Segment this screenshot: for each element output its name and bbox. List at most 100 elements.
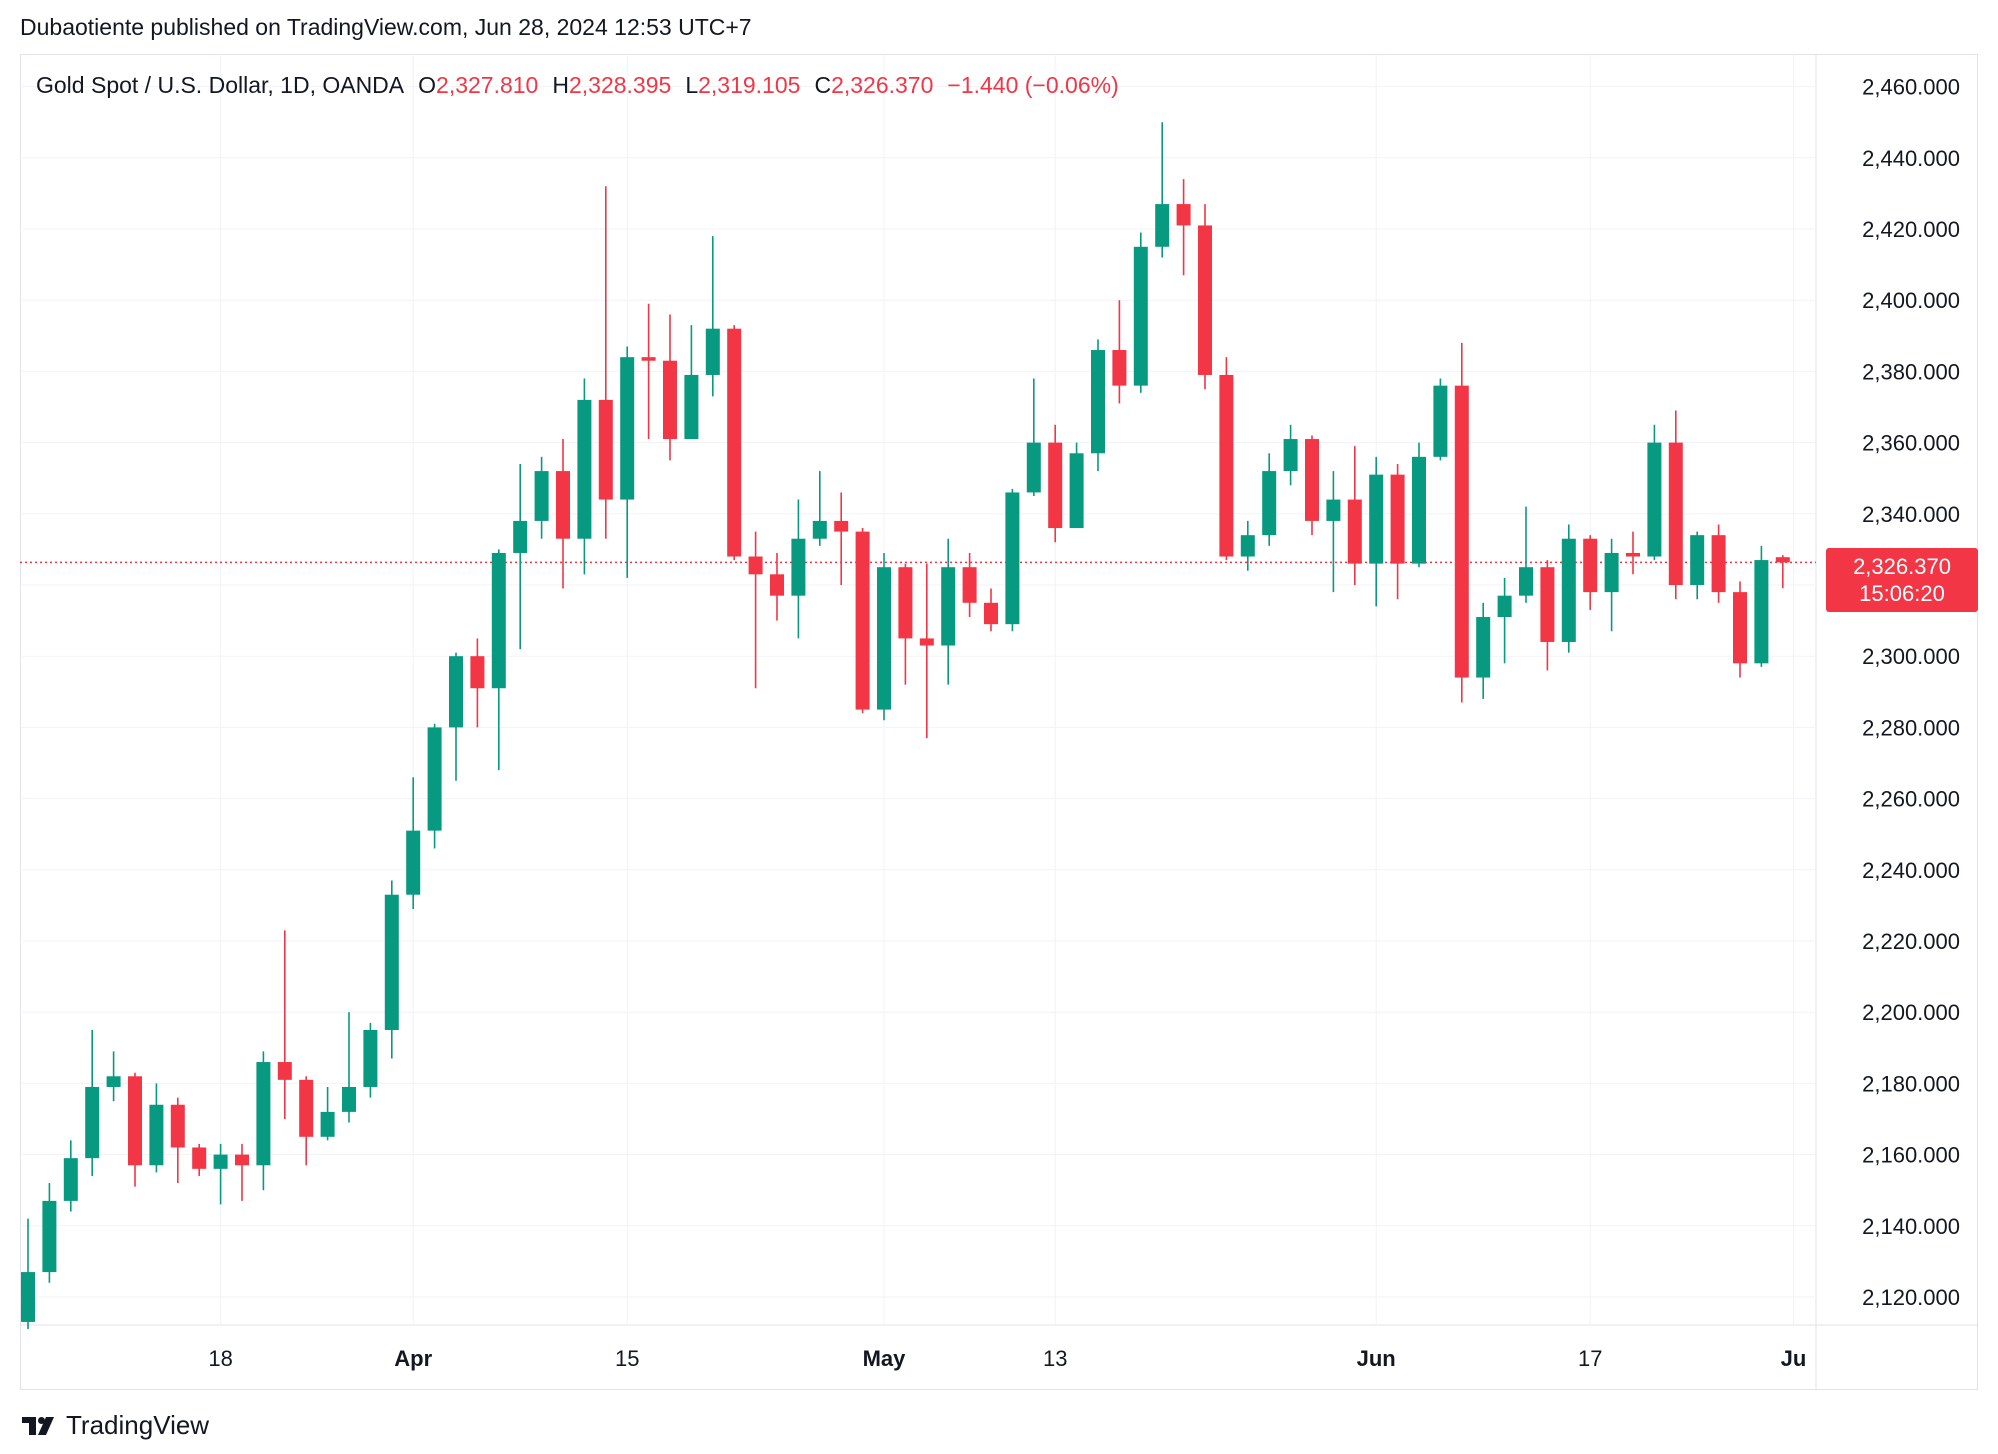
candle	[1668, 410, 1683, 600]
last-price-value: 2,326.370	[1853, 554, 1951, 579]
candle-body	[513, 520, 528, 553]
candle-body	[898, 567, 913, 639]
candle-body	[1390, 474, 1405, 564]
candle	[1540, 560, 1555, 671]
candle	[63, 1140, 78, 1212]
candle-body	[919, 638, 934, 646]
close-value: 2,326.370	[831, 72, 934, 98]
change-value: −1.440 (−0.06%)	[947, 72, 1119, 98]
candle-body	[85, 1086, 100, 1159]
candle	[320, 1086, 335, 1141]
candle	[1240, 520, 1255, 571]
candle-body	[663, 360, 677, 440]
brand[interactable]: TradingView	[22, 1410, 209, 1441]
candle-body	[1583, 538, 1598, 593]
candle	[1497, 577, 1512, 664]
candle	[1733, 581, 1747, 678]
candle-body	[727, 328, 742, 557]
candle-body	[620, 357, 635, 500]
y-tick-label: 2,300.000	[1862, 644, 1960, 669]
candle	[1326, 471, 1341, 593]
candle-body	[1711, 535, 1726, 593]
candle	[1369, 456, 1384, 607]
candle	[170, 1097, 185, 1184]
candle-body	[63, 1158, 78, 1201]
candle	[770, 552, 784, 621]
candle-body	[1155, 204, 1170, 247]
x-tick-label: Apr	[394, 1346, 432, 1371]
candle	[1091, 339, 1105, 472]
candle	[705, 236, 720, 397]
candle	[192, 1143, 207, 1176]
candle	[877, 552, 891, 721]
candle	[85, 1030, 100, 1176]
publisher-line: Dubaotiente published on TradingView.com…	[20, 14, 752, 40]
candle-body	[1412, 456, 1426, 564]
candle-body	[1176, 204, 1191, 226]
candle-body	[1069, 453, 1084, 529]
symbol-label[interactable]: Gold Spot / U.S. Dollar, 1D, OANDA	[36, 72, 405, 98]
candle-body	[1048, 442, 1063, 529]
high-label: H	[552, 72, 569, 98]
bar-countdown: 15:06:20	[1859, 581, 1945, 606]
candle-body	[42, 1200, 57, 1273]
x-tick-label: May	[863, 1346, 907, 1371]
y-tick-label: 2,180.000	[1862, 1071, 1960, 1096]
candle-body	[170, 1104, 185, 1148]
candle	[1476, 602, 1491, 699]
candle	[1433, 378, 1448, 461]
candle	[1155, 122, 1170, 258]
x-tick-label: 18	[208, 1346, 232, 1371]
low-label: L	[685, 72, 699, 98]
candle-body	[1326, 499, 1341, 521]
candle	[556, 439, 570, 589]
candle	[106, 1051, 121, 1102]
candle-body	[641, 357, 656, 361]
close-label: C	[814, 72, 832, 98]
candle	[449, 652, 463, 781]
y-tick-label: 2,120.000	[1862, 1285, 1960, 1310]
candle	[1198, 204, 1212, 390]
brand-name: TradingView	[66, 1410, 210, 1440]
y-tick-label: 2,140.000	[1862, 1214, 1960, 1239]
candle	[919, 563, 934, 739]
candle-body	[1091, 350, 1105, 454]
candle	[1262, 453, 1277, 546]
candle-body	[770, 574, 784, 596]
candle-body	[684, 374, 699, 440]
candle-body	[1240, 535, 1255, 557]
candle	[1283, 424, 1298, 486]
candle-body	[1626, 552, 1640, 557]
candle	[984, 588, 998, 632]
y-tick-label: 2,400.000	[1862, 288, 1960, 313]
candle	[1048, 424, 1063, 543]
candle-body	[556, 471, 570, 539]
candle	[748, 531, 763, 689]
candle-body	[192, 1147, 207, 1169]
candle	[1561, 524, 1576, 653]
candle	[641, 303, 656, 440]
candle	[812, 471, 827, 546]
candle-body	[1005, 492, 1020, 625]
candle	[663, 314, 677, 461]
x-tick-label: 13	[1043, 1346, 1067, 1371]
candle	[363, 1022, 378, 1098]
chart-frame	[20, 54, 1978, 1390]
candle-body	[1369, 474, 1384, 564]
y-tick-label: 2,380.000	[1862, 359, 1960, 384]
candle-body	[598, 399, 613, 500]
x-axis: 18 Apr 15 May 13 Jun 17 Ju	[208, 1346, 1806, 1371]
candle	[470, 638, 485, 728]
low-value: 2,319.105	[698, 72, 801, 98]
candle	[834, 492, 849, 585]
candle-body	[1647, 442, 1662, 557]
y-axis: 2,120.000 2,140.000 2,160.000 2,180.000 2,20…	[1862, 75, 1960, 1310]
candle	[256, 1051, 271, 1191]
candle-body	[855, 531, 870, 710]
candle-body	[1733, 592, 1747, 664]
candle	[1305, 435, 1319, 536]
candle	[299, 1076, 314, 1166]
candle	[684, 325, 699, 440]
candle-body	[577, 399, 592, 539]
